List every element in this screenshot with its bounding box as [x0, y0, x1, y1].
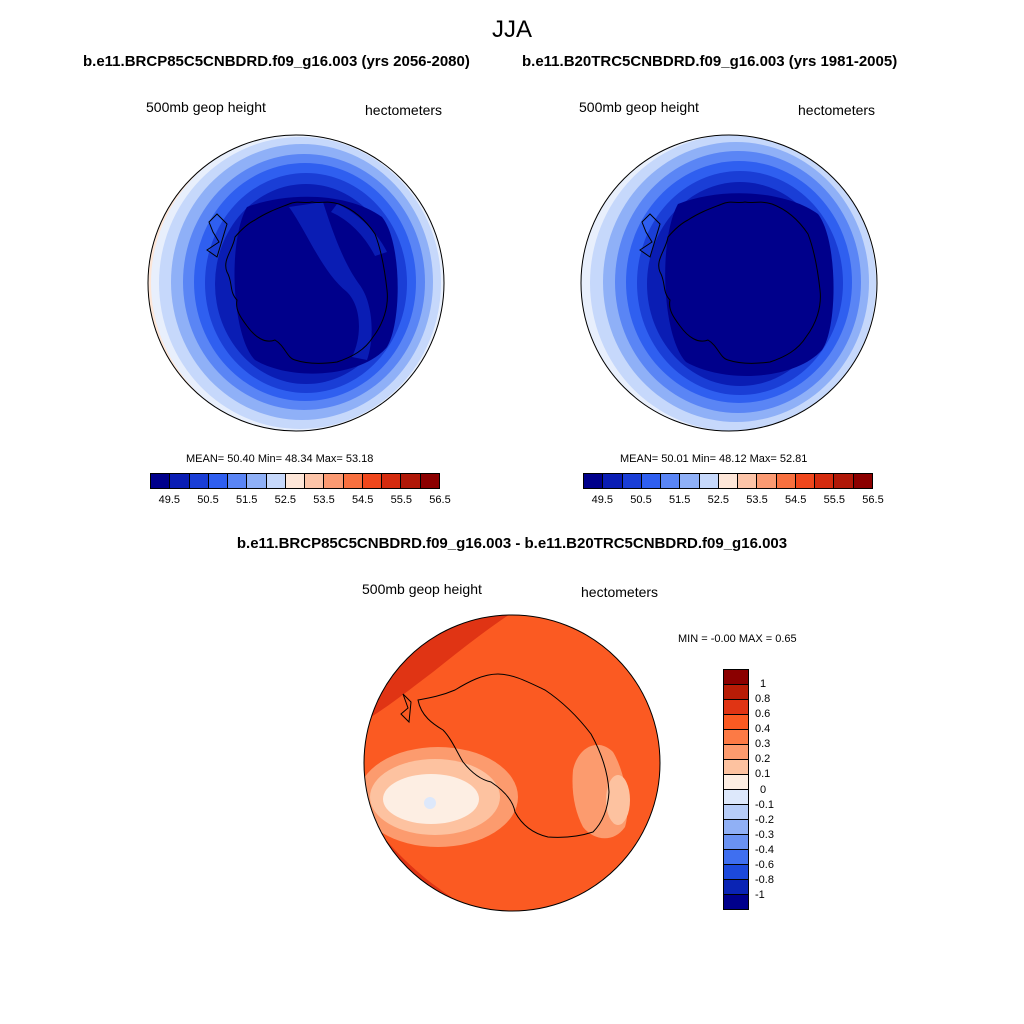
- colorbar-difference-tick-label: -0.3: [755, 828, 774, 841]
- colorbar-difference-tick-label: -0.4: [755, 843, 774, 856]
- colorbar-right: [583, 473, 873, 489]
- colorbar-left-swatch: [151, 474, 171, 488]
- colorbar-difference-tick-label: 0.3: [755, 738, 771, 751]
- colorbar-left-tick-label: 55.5: [390, 494, 413, 506]
- colorbar-difference-tick-label: -0.1: [755, 798, 774, 811]
- colorbar-left-swatch: [247, 474, 267, 488]
- colorbar-right-tick-label: 54.5: [784, 494, 807, 506]
- colorbar-difference-swatch: [724, 790, 748, 805]
- colorbar-right-tick-label: 51.5: [668, 494, 691, 506]
- colorbar-difference-tick-label: 0: [760, 783, 767, 796]
- colorbar-right-swatch: [603, 474, 623, 488]
- difference-variable-label: 500mb geop height: [362, 581, 482, 597]
- colorbar-difference-swatch: [724, 730, 748, 745]
- colorbar-right-tick-label: 49.5: [591, 494, 614, 506]
- colorbar-left-swatch: [285, 474, 306, 488]
- colorbar-difference-tick-label: 0.6: [755, 708, 771, 721]
- colorbar-left-swatch: [266, 474, 286, 488]
- map-right: [580, 134, 878, 432]
- colorbar-left-tick-label: 52.5: [274, 494, 297, 506]
- colorbar-left-tick-label: 56.5: [429, 494, 451, 506]
- colorbar-right-swatch: [738, 474, 758, 488]
- colorbar-difference-swatch: [724, 835, 748, 850]
- colorbar-left-tick-label: 50.5: [197, 494, 219, 506]
- colorbar-left-swatch: [362, 474, 383, 488]
- figure-title: JJA: [491, 16, 532, 43]
- difference-stats: MIN = -0.00 MAX = 0.65: [678, 633, 797, 645]
- colorbar-difference-swatch: [724, 715, 748, 730]
- colorbar-difference-swatch: [724, 760, 748, 775]
- colorbar-left: [150, 473, 440, 489]
- colorbar-difference: [723, 669, 749, 910]
- colorbar-right-swatch: [699, 474, 719, 488]
- colorbar-right-tick-label: 52.5: [707, 494, 730, 506]
- colorbar-difference-swatch: [724, 700, 748, 715]
- colorbar-left-swatch: [208, 474, 229, 488]
- colorbar-difference-swatch: [724, 895, 748, 909]
- colorbar-difference-swatch: [724, 775, 748, 790]
- colorbar-right-tick-label: 55.5: [823, 494, 846, 506]
- colorbar-left-swatch: [324, 474, 344, 488]
- colorbar-right-tick-label: 56.5: [862, 494, 884, 506]
- colorbar-left-swatch: [189, 474, 209, 488]
- colorbar-right-swatch: [815, 474, 835, 488]
- colorbar-right-swatch: [757, 474, 777, 488]
- antarctica-coastline-difference: [400, 673, 610, 838]
- map-left: [147, 134, 445, 432]
- colorbar-difference-tick-label: -0.6: [755, 858, 774, 871]
- colorbar-difference-tick-label: 0.8: [755, 693, 771, 706]
- colorbar-left-tick-label: 54.5: [351, 494, 374, 506]
- panel-right-stats: MEAN= 50.01 Min= 48.12 Max= 52.81: [620, 453, 808, 465]
- colorbar-left-swatch: [305, 474, 325, 488]
- colorbar-right-swatch: [622, 474, 642, 488]
- colorbar-difference-tick-label: -1: [755, 888, 765, 901]
- colorbar-difference-tick-label: 1: [760, 678, 767, 691]
- colorbar-left-swatch: [401, 474, 421, 488]
- colorbar-difference-tick-label: -0.8: [755, 873, 774, 886]
- colorbar-difference-tick-label: 0.4: [755, 723, 771, 736]
- colorbar-right-swatch: [795, 474, 816, 488]
- colorbar-right-swatch: [584, 474, 604, 488]
- colorbar-right-swatch: [641, 474, 662, 488]
- difference-units-label: hectometers: [581, 584, 659, 600]
- antarctica-coastline-left: [206, 201, 388, 364]
- colorbar-difference-swatch: [724, 820, 748, 835]
- colorbar-difference-swatch: [724, 670, 748, 685]
- colorbar-right-swatch: [853, 474, 872, 488]
- panel-left-stats: MEAN= 50.40 Min= 48.34 Max= 53.18: [186, 453, 374, 465]
- colorbar-left-tick-label: 51.5: [235, 494, 258, 506]
- colorbar-right-swatch: [680, 474, 700, 488]
- panel-right-units-label: hectometers: [798, 102, 876, 118]
- colorbar-right-swatch: [776, 474, 796, 488]
- panel-right-variable-label: 500mb geop height: [579, 99, 699, 115]
- colorbar-right-swatch: [718, 474, 739, 488]
- colorbar-difference-tick-label: 0.2: [755, 753, 771, 766]
- panel-right-title: b.e11.B20TRC5CNBDRD.f09_g16.003 (yrs 198…: [522, 53, 898, 70]
- colorbar-left-tick-label: 53.5: [313, 494, 335, 506]
- colorbar-difference-swatch: [724, 880, 748, 895]
- colorbar-difference-swatch: [724, 745, 748, 760]
- panel-left-units-label: hectometers: [365, 102, 443, 118]
- colorbar-right-tick-label: 50.5: [630, 494, 652, 506]
- colorbar-left-tick-label: 49.5: [158, 494, 181, 506]
- colorbar-left-swatch: [228, 474, 248, 488]
- colorbar-right-tick-label: 53.5: [746, 494, 768, 506]
- colorbar-difference-tick-label: 0.1: [755, 768, 771, 781]
- antarctica-coastline-right: [639, 201, 821, 364]
- colorbar-left-swatch: [420, 474, 439, 488]
- colorbar-right-swatch: [661, 474, 681, 488]
- colorbar-difference-swatch: [724, 805, 748, 820]
- difference-title: b.e11.BRCP85C5CNBDRD.f09_g16.003 - b.e11…: [236, 535, 788, 552]
- colorbar-difference-swatch: [724, 850, 748, 865]
- colorbar-difference-tick-label: -0.2: [755, 813, 774, 826]
- colorbar-left-swatch: [343, 474, 363, 488]
- panel-left-title: b.e11.BRCP85C5CNBDRD.f09_g16.003 (yrs 20…: [83, 53, 470, 70]
- colorbar-difference-swatch: [724, 685, 748, 700]
- colorbar-left-swatch: [170, 474, 190, 488]
- colorbar-right-swatch: [834, 474, 854, 488]
- panel-left-variable-label: 500mb geop height: [146, 99, 266, 115]
- map-difference: [363, 614, 661, 912]
- colorbar-left-swatch: [382, 474, 402, 488]
- colorbar-difference-swatch: [724, 865, 748, 880]
